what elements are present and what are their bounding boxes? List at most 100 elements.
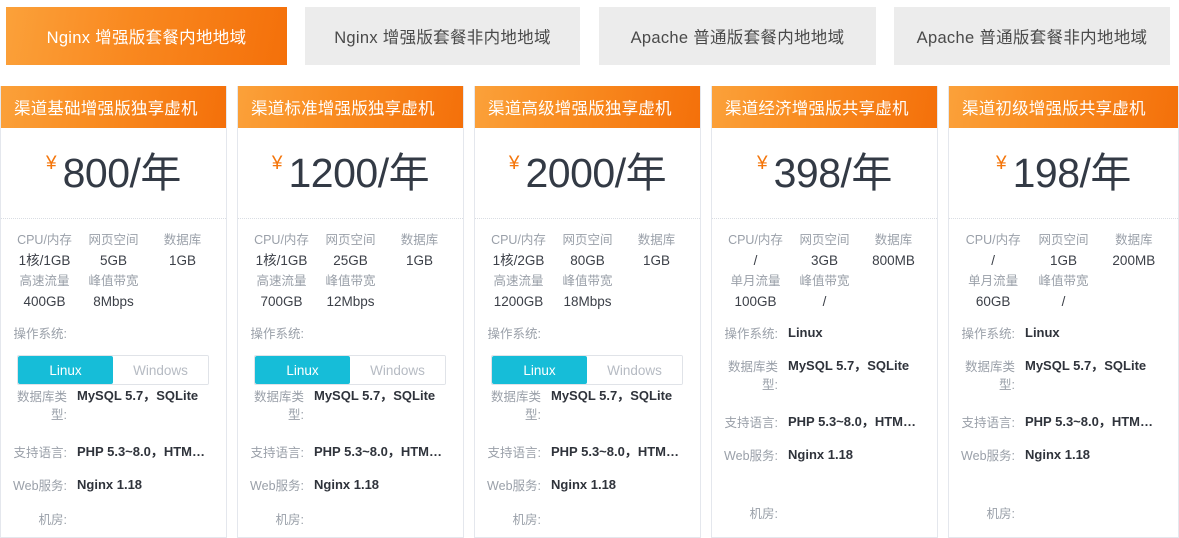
info-value: Linux (1025, 325, 1060, 340)
plan-info: 操作系统: Linux Windows 数据库类型: MySQL 5.7，SQL… (238, 316, 463, 495)
info-row-room: 机房: (718, 504, 788, 523)
spec-value: / (822, 294, 827, 309)
info-key: 机房: (512, 513, 541, 527)
info-row-room: 机房: (7, 510, 77, 529)
spec-value: 1GB (1049, 253, 1077, 268)
price-value: 800/年 (62, 149, 182, 196)
os-option-linux[interactable]: Linux (492, 356, 587, 384)
os-option-windows[interactable]: Windows (587, 356, 682, 384)
spec-key: 数据库 (637, 233, 676, 247)
tab-apache-standard-mainland[interactable]: Apache 普通版套餐内地地域 (599, 7, 876, 65)
plan-price: ¥ 2000/年 (475, 128, 700, 219)
plan-card[interactable]: 渠道高级增强版独享虚机 ¥ 2000/年 CPU/内存 1核/2GB 网页空间 … (474, 86, 701, 538)
spec-value: / (1061, 294, 1066, 309)
plan-title-text: 渠道经济增强版共享虚机 (725, 100, 909, 118)
os-option-linux[interactable]: Linux (18, 356, 113, 384)
spec-key: 高速流量 (256, 274, 307, 288)
spec-key: CPU/内存 (17, 233, 72, 247)
info-value: MySQL 5.7，SQLite (788, 358, 910, 373)
currency-symbol: ¥ (996, 153, 1007, 174)
spec-value: 3GB (810, 253, 838, 268)
plan-card[interactable]: 渠道经济增强版共享虚机 ¥ 398/年 CPU/内存 / 网页空间 3GB 数据… (711, 86, 938, 538)
spec-key: 网页空间 (325, 233, 376, 247)
spec-space: 网页空间 5GB (79, 230, 148, 271)
spec-value: 18Mbps (563, 294, 612, 309)
spec-database: 数据库 1GB (385, 230, 454, 271)
info-key: Web服务: (961, 449, 1015, 463)
spec-database: 数据库 1GB (148, 230, 217, 271)
tab-nginx-enhanced-mainland[interactable]: Nginx 增强版套餐内地地域 (6, 7, 287, 65)
info-value: MySQL 5.7，SQLite (551, 388, 673, 403)
spec-key: 峰值带宽 (1038, 274, 1089, 288)
os-selector[interactable]: Linux Windows (254, 355, 446, 385)
plan-card[interactable]: 渠道基础增强版独享虚机 ¥ 800/年 CPU/内存 1核/1GB 网页空间 5… (0, 86, 227, 538)
spec-key: 峰值带宽 (799, 274, 850, 288)
spec-key: 峰值带宽 (88, 274, 139, 288)
spec-cpu: CPU/内存 1核/1GB (247, 230, 316, 271)
info-key: 支持语言: (961, 416, 1015, 430)
info-key: 支持语言: (724, 416, 778, 430)
plan-info: 操作系统: Linux 数据库类型: MySQL 5.7，SQLite 支持语言… (712, 316, 937, 465)
info-key: 数据库类型: (964, 360, 1015, 392)
tab-apache-standard-overseas[interactable]: Apache 普通版套餐非内地地域 (894, 7, 1170, 65)
spec-key: 网页空间 (562, 233, 613, 247)
info-key: 操作系统: (13, 327, 67, 341)
spec-value: 800MB (872, 253, 915, 268)
plan-title-text: 渠道基础增强版独享虚机 (14, 100, 198, 118)
info-value: MySQL 5.7，SQLite (314, 388, 436, 403)
info-row-webserver: Web服务: Nginx 1.18 (7, 476, 217, 495)
plan-title: 渠道经济增强版共享虚机 (712, 86, 937, 128)
tab-label: Nginx 增强版套餐非内地地域 (334, 29, 551, 47)
info-key: 数据库类型: (253, 390, 304, 422)
info-value: Nginx 1.18 (1025, 447, 1091, 462)
plan-specs: CPU/内存 1核/1GB 网页空间 25GB 数据库 1GB 高速流量 700… (238, 219, 463, 316)
info-row-language: 支持语言: PHP 5.3~8.0，HTM… (481, 443, 691, 462)
plan-card[interactable]: 渠道标准增强版独享虚机 ¥ 1200/年 CPU/内存 1核/1GB 网页空间 … (237, 86, 464, 538)
spec-key: 高速流量 (493, 274, 544, 288)
plan-card[interactable]: 渠道初级增强版共享虚机 ¥ 198/年 CPU/内存 / 网页空间 1GB 数据… (948, 86, 1179, 538)
spec-value: / (753, 253, 758, 268)
tab-nginx-enhanced-overseas[interactable]: Nginx 增强版套餐非内地地域 (305, 7, 580, 65)
spec-value: 1核/1GB (255, 253, 308, 268)
os-option-windows[interactable]: Windows (350, 356, 445, 384)
info-row-webserver: Web服务: Nginx 1.18 (481, 476, 691, 495)
spec-key: 数据库 (163, 233, 202, 247)
os-option-windows[interactable]: Windows (113, 356, 208, 384)
plan-price: ¥ 398/年 (712, 128, 937, 219)
info-value: PHP 5.3~8.0，HTM… (1025, 414, 1154, 429)
spec-row: 高速流量 400GB 峰值带宽 8Mbps (10, 271, 217, 312)
info-value: MySQL 5.7，SQLite (77, 388, 199, 403)
spec-key: 峰值带宽 (562, 274, 613, 288)
spec-value: 1GB (168, 253, 196, 268)
spec-traffic: 单月流量 60GB (958, 271, 1028, 312)
spec-database: 数据库 200MB (1099, 230, 1169, 271)
spec-value: 5GB (99, 253, 127, 268)
info-key: 操作系统: (250, 327, 304, 341)
info-key: 操作系统: (724, 327, 778, 341)
tab-label: Apache 普通版套餐内地地域 (630, 29, 845, 47)
info-key: 操作系统: (487, 327, 541, 341)
info-row-language: 支持语言: PHP 5.3~8.0，HTM… (244, 443, 454, 462)
plan-info: 操作系统: Linux 数据库类型: MySQL 5.7，SQLite 支持语言… (949, 316, 1178, 465)
spec-key: 单月流量 (730, 274, 781, 288)
spec-value: 1GB (642, 253, 670, 268)
spec-key: 网页空间 (1038, 233, 1089, 247)
os-selector[interactable]: Linux Windows (491, 355, 683, 385)
spec-row: CPU/内存 / 网页空间 1GB 数据库 200MB (958, 230, 1169, 271)
plan-price: ¥ 800/年 (1, 128, 226, 219)
spec-row: 单月流量 60GB 峰值带宽 / (958, 271, 1169, 312)
os-selector[interactable]: Linux Windows (17, 355, 209, 385)
info-value: Nginx 1.18 (788, 447, 854, 462)
spec-row: CPU/内存 1核/2GB 网页空间 80GB 数据库 1GB (484, 230, 691, 271)
spec-bandwidth: 峰值带宽 / (790, 271, 859, 312)
plan-title-text: 渠道高级增强版独享虚机 (488, 100, 672, 118)
plan-title: 渠道高级增强版独享虚机 (475, 86, 700, 128)
spec-cpu: CPU/内存 1核/2GB (484, 230, 553, 271)
info-row-room: 机房: (244, 510, 314, 529)
os-option-linux[interactable]: Linux (255, 356, 350, 384)
info-row-dbtype: 数据库类型: MySQL 5.7，SQLite (7, 387, 217, 424)
info-value: PHP 5.3~8.0，HTM… (314, 444, 443, 459)
plan-card-list: 渠道基础增强版独享虚机 ¥ 800/年 CPU/内存 1核/1GB 网页空间 5… (0, 86, 1179, 538)
price-value: 1200/年 (288, 149, 430, 196)
spec-key: 峰值带宽 (325, 274, 376, 288)
